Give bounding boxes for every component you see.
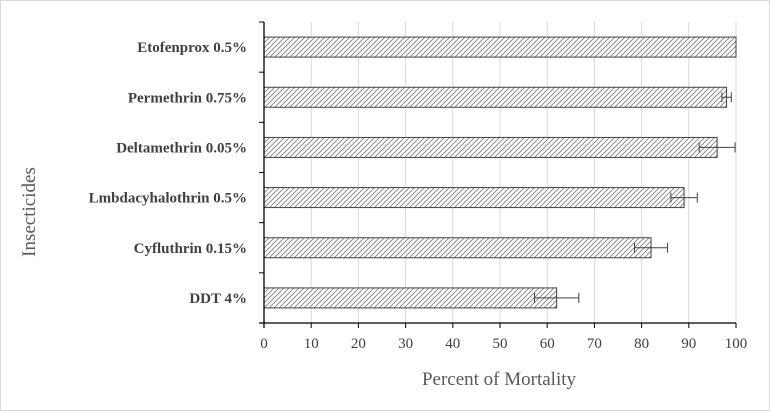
x-tick-label-80: 80 [634, 336, 649, 352]
x-axis-title: Percent of Mortality [422, 369, 577, 390]
x-tick-label-20: 20 [351, 336, 366, 352]
bar-3 [263, 187, 685, 209]
bars [263, 36, 737, 309]
category-label-3: Lmbdacyhalothrin 0.5% [89, 191, 247, 207]
y-axis-title: Insecticides [19, 167, 40, 257]
axes [259, 21, 737, 328]
x-tick-label-100: 100 [725, 336, 748, 352]
category-label-0: Etofenprox 0.5% [137, 40, 247, 56]
x-tick-label-10: 10 [304, 336, 319, 352]
bar-2 [263, 136, 718, 158]
x-tick-label-50: 50 [493, 336, 508, 352]
x-tick-labels: 0 10 20 30 40 50 60 70 80 90 100 [260, 336, 747, 352]
category-labels: Etofenprox 0.5% Permethrin 0.75% Deltameth… [89, 40, 247, 307]
category-label-4: Cyfluthrin 0.15% [134, 241, 247, 257]
x-tick-label-30: 30 [398, 336, 413, 352]
gridlines [310, 22, 737, 323]
error-bars [533, 92, 736, 303]
category-label-2: Deltamethrin 0.05% [116, 140, 247, 156]
x-tick-label-90: 90 [681, 336, 696, 352]
x-tick-label-70: 70 [587, 336, 602, 352]
bar-1 [263, 86, 728, 108]
bar-5 [263, 287, 558, 309]
x-tick-label-0: 0 [260, 336, 268, 352]
bar-0 [263, 36, 737, 58]
category-label-5: DDT 4% [189, 291, 247, 307]
x-tick-label-40: 40 [445, 336, 460, 352]
bar-4 [263, 237, 652, 259]
category-label-1: Permethrin 0.75% [128, 90, 247, 106]
x-tick-label-60: 60 [540, 336, 555, 352]
